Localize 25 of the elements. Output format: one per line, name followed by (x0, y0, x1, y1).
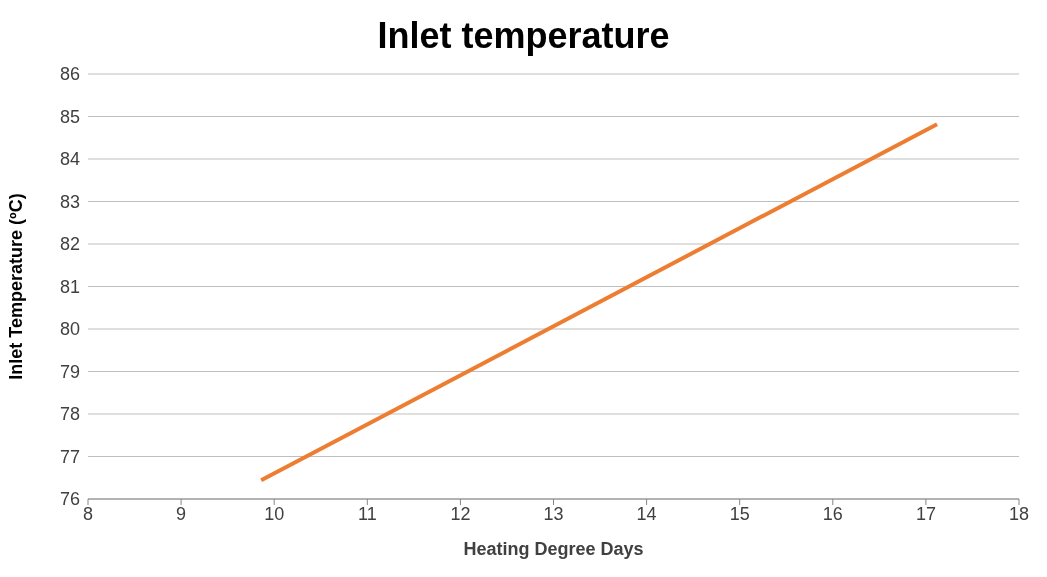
x-tick-label: 11 (357, 503, 377, 524)
x-tick-label: 13 (543, 503, 564, 524)
y-tick-label: 79 (59, 361, 80, 382)
y-tick-label: 86 (59, 64, 80, 85)
y-tick-label: 85 (59, 106, 80, 127)
x-axis-title: Heating Degree Days (463, 539, 644, 559)
x-tick-label: 15 (729, 503, 750, 524)
y-tick-label: 83 (59, 191, 80, 212)
x-tick-label: 9 (176, 503, 187, 524)
y-tick-label: 84 (59, 149, 80, 170)
chart-title: Inlet temperature (376, 14, 671, 58)
x-tick-label: 16 (822, 503, 843, 524)
y-axis-title: Inlet Temperature (ºC) (6, 193, 27, 380)
y-tick-label: 81 (59, 276, 80, 297)
y-tick-label: 76 (59, 489, 80, 510)
x-tick-label: 18 (1008, 503, 1030, 524)
x-tick-label: 10 (264, 503, 285, 524)
y-tick-label: 77 (59, 446, 80, 467)
x-tick-label: 8 (82, 503, 94, 524)
x-tick-label: 14 (636, 503, 657, 524)
y-tick-label: 82 (59, 234, 80, 255)
y-tick-label: 78 (59, 404, 80, 425)
y-tick-label: 80 (59, 319, 80, 340)
x-tick-label: 12 (450, 503, 471, 524)
x-tick-label: 17 (915, 503, 936, 524)
